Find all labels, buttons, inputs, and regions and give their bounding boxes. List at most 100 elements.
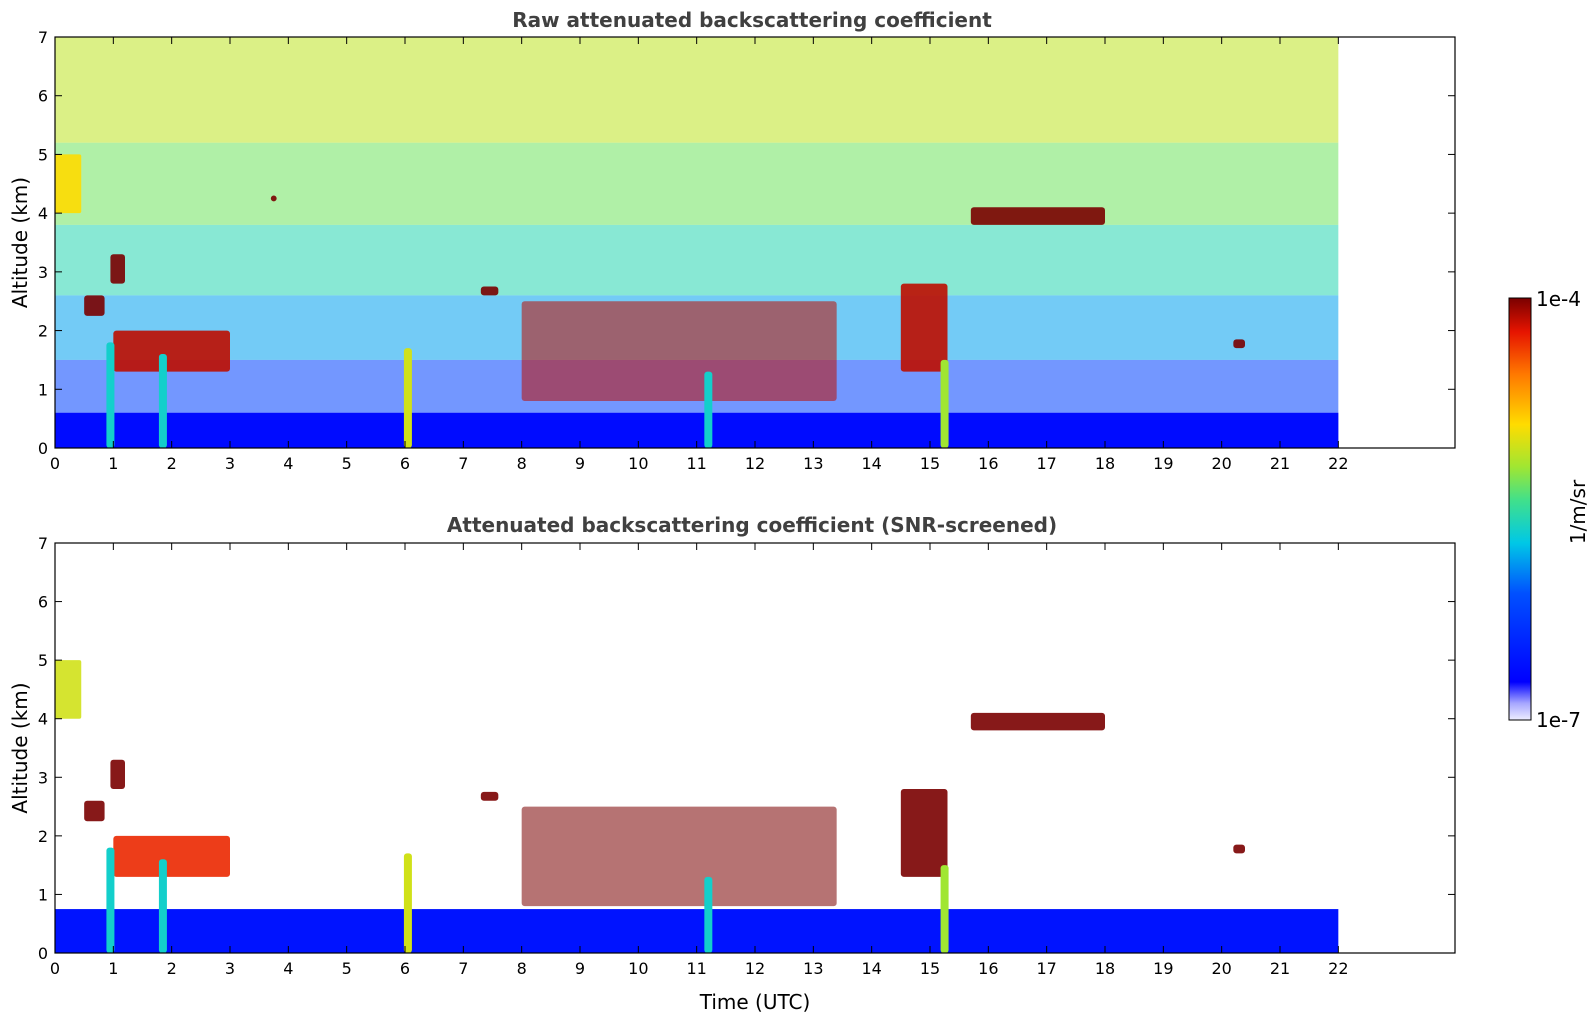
- x-tick-label: 4: [283, 454, 293, 473]
- precipitation-feature: [158, 859, 167, 953]
- x-axis-label: Time (UTC): [699, 990, 811, 1014]
- colorbar-min-label: 1e-7: [1536, 708, 1581, 732]
- precipitation-feature: [940, 359, 949, 448]
- x-tick-label: 0: [50, 959, 60, 978]
- cloud-feature: [1233, 339, 1245, 349]
- x-tick-label: 1: [108, 454, 118, 473]
- y-tick-label: 0: [38, 439, 48, 458]
- x-tick-label: 4: [283, 959, 293, 978]
- colorbar-unit-label: 1/m/sr: [1566, 479, 1590, 544]
- x-tick-label: 20: [1211, 959, 1231, 978]
- cloud-feature: [970, 712, 1105, 731]
- x-tick-label: 13: [803, 959, 823, 978]
- colorbar-max-label: 1e-4: [1536, 287, 1581, 311]
- x-tick-label: 16: [978, 959, 998, 978]
- x-tick-label: 15: [920, 959, 940, 978]
- cloud-feature: [900, 283, 948, 372]
- x-tick-label: 21: [1270, 454, 1290, 473]
- x-tick-label: 3: [225, 454, 235, 473]
- cloud-feature: [110, 759, 125, 789]
- y-tick-label: 5: [38, 651, 48, 670]
- precipitation-feature: [158, 354, 167, 448]
- x-tick-label: 8: [517, 454, 527, 473]
- background-band: [55, 224, 1339, 296]
- bottom-x-ticks: 0 1 2 3 4 5 6 7 8 9 10 11 12 13 14 15 16 17 18 19 20 21 22: [50, 543, 1349, 978]
- cloud-feature: [521, 301, 837, 402]
- x-tick-label: 18: [1095, 454, 1115, 473]
- y-tick-label: 5: [38, 145, 48, 164]
- cloud-feature: [113, 835, 230, 877]
- y-tick-label: 2: [38, 827, 48, 846]
- x-tick-label: 11: [686, 454, 706, 473]
- x-tick-label: 10: [628, 454, 648, 473]
- y-tick-label: 7: [38, 534, 48, 553]
- colorbar-gradient: [1508, 297, 1532, 721]
- x-tick-label: 20: [1211, 454, 1231, 473]
- x-tick-label: 1: [108, 959, 118, 978]
- y-tick-label: 3: [38, 263, 48, 282]
- x-tick-label: 5: [342, 959, 352, 978]
- plume-feature: [55, 660, 82, 719]
- cloud-feature: [521, 806, 837, 907]
- cloud-feature: [480, 791, 499, 801]
- x-tick-label: 17: [1036, 959, 1056, 978]
- x-tick-label: 6: [400, 959, 410, 978]
- precipitation-feature: [106, 342, 115, 448]
- top-y-ticks: 0 1 2 3 4 5 6 7: [38, 28, 1455, 458]
- x-tick-label: 10: [628, 959, 648, 978]
- snr-screened-heatmap: [55, 660, 1339, 953]
- plume-feature: [55, 154, 82, 214]
- y-tick-label: 1: [38, 885, 48, 904]
- bottom-y-ticks: 0 1 2 3 4 5 6 7: [38, 534, 1455, 963]
- x-tick-label: 9: [575, 454, 585, 473]
- y-tick-label: 7: [38, 28, 48, 47]
- cloud-feature: [900, 789, 948, 877]
- precipitation-feature: [403, 853, 412, 953]
- cloud-feature: [970, 207, 1105, 225]
- snr-screened-panel: Attenuated backscattering coefficient (S…: [8, 513, 1456, 1014]
- y-tick-label: 4: [38, 710, 48, 729]
- bottom-y-axis-label: Altitude (km): [8, 682, 32, 813]
- cloud-feature: [110, 254, 125, 284]
- cloud-feature: [1233, 844, 1245, 854]
- raw-backscatter-heatmap: [55, 37, 1339, 448]
- bottom-chart-title: Attenuated backscattering coefficient (S…: [447, 513, 1057, 537]
- precipitation-feature: [940, 865, 949, 953]
- cloud-feature: [270, 195, 277, 202]
- x-tick-label: 0: [50, 454, 60, 473]
- top-chart-title: Raw attenuated backscattering coefficien…: [512, 8, 992, 32]
- y-tick-label: 0: [38, 944, 48, 963]
- top-y-axis-label: Altitude (km): [8, 177, 32, 308]
- x-tick-label: 7: [458, 454, 468, 473]
- x-tick-label: 19: [1153, 959, 1173, 978]
- x-tick-label: 22: [1328, 454, 1348, 473]
- raw-backscatter-panel: Raw attenuated backscattering coefficien…: [8, 8, 1456, 473]
- cloud-feature: [113, 330, 230, 372]
- x-tick-label: 5: [342, 454, 352, 473]
- background-band: [55, 142, 1339, 225]
- y-tick-label: 1: [38, 380, 48, 399]
- x-tick-label: 12: [745, 959, 765, 978]
- x-tick-label: 21: [1270, 959, 1290, 978]
- cloud-feature: [480, 286, 499, 296]
- x-tick-label: 11: [686, 959, 706, 978]
- y-tick-label: 2: [38, 322, 48, 341]
- x-tick-label: 15: [920, 454, 940, 473]
- x-tick-label: 12: [745, 454, 765, 473]
- x-tick-label: 22: [1328, 959, 1348, 978]
- y-tick-label: 6: [38, 87, 48, 106]
- x-tick-label: 18: [1095, 959, 1115, 978]
- x-tick-label: 8: [517, 959, 527, 978]
- x-tick-label: 17: [1036, 454, 1056, 473]
- top-x-ticks: 0 1 2 3 4 5 6 7 8 9 10 11 12 13 14 15 16 17 18 19 20 21 22: [50, 37, 1349, 473]
- x-tick-label: 16: [978, 454, 998, 473]
- x-tick-label: 14: [861, 454, 881, 473]
- precipitation-feature: [403, 348, 412, 448]
- cloud-feature: [84, 295, 105, 316]
- x-tick-label: 2: [167, 454, 177, 473]
- colorbar: 1e-4 1e-7 1/m/sr: [1508, 287, 1590, 732]
- boundary_layer-feature: [55, 909, 1339, 953]
- background-band: [55, 37, 1339, 143]
- cloud-feature: [84, 800, 105, 822]
- x-tick-label: 2: [167, 959, 177, 978]
